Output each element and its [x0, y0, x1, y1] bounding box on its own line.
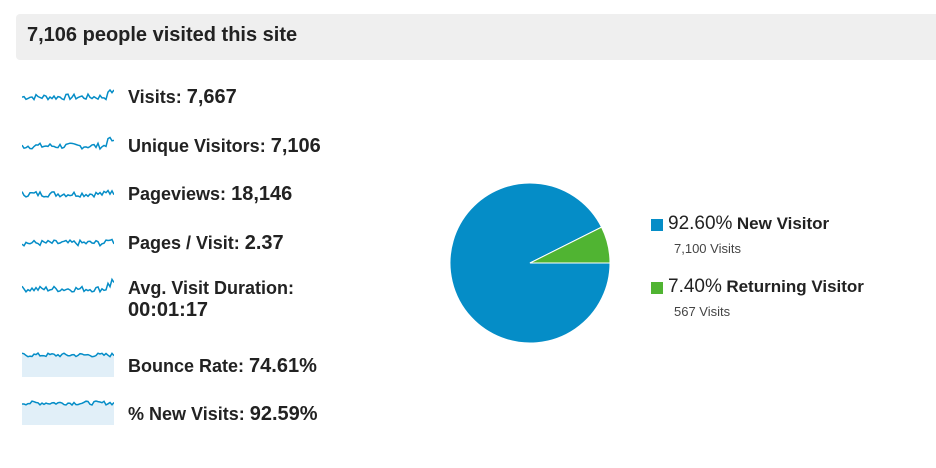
sparkline	[22, 88, 114, 101]
metric-label: Pages / Visit:	[128, 233, 240, 253]
legend-entry: 92.60% New Visitor	[668, 213, 829, 235]
metric-value: 7,106	[270, 135, 321, 157]
metric-value: 00:01:17	[128, 299, 209, 321]
metric-value: 2.37	[244, 232, 284, 254]
metric-label: Avg. Visit Duration:	[128, 278, 295, 298]
sparkline	[22, 352, 114, 377]
metric: % New Visits: 92.59%	[128, 403, 318, 426]
metric: Pageviews: 18,146	[128, 183, 292, 206]
legend-swatch	[651, 282, 663, 294]
metric-label: Bounce Rate:	[128, 356, 245, 376]
metric-label: Visits:	[128, 87, 182, 107]
metric: Avg. Visit Duration: 00:01:17	[128, 278, 294, 322]
sparkline	[22, 277, 114, 294]
sparkline	[22, 400, 114, 425]
legend-sublabel: 7,100 Visits	[674, 241, 741, 256]
legend-name: Returning Visitor	[726, 277, 864, 296]
sparkline	[22, 136, 114, 151]
sparkline-area	[22, 401, 114, 425]
legend-name: New Visitor	[736, 214, 830, 233]
metric-label: Pageviews:	[128, 184, 227, 204]
legend-percent: 92.60%	[668, 213, 733, 234]
metric-label: Unique Visitors:	[128, 136, 266, 156]
sparkline-line	[22, 238, 114, 247]
sparkline-line	[22, 352, 114, 358]
sparkline	[22, 189, 114, 199]
sparkline-line	[22, 400, 114, 407]
header-title: 7,106 people visited this site	[27, 24, 298, 46]
metric: Bounce Rate: 74.61%	[128, 355, 317, 378]
metric: Unique Visitors: 7,106	[128, 135, 321, 158]
sparkline-line	[22, 189, 114, 199]
metric-value: 7,667	[186, 86, 237, 108]
legend-entry: 7.40% Returning Visitor	[668, 276, 864, 298]
metric-value: 74.61%	[249, 355, 317, 377]
sparkline-line	[22, 277, 114, 294]
header-bar	[16, 14, 936, 60]
metric-value: 92.59%	[249, 403, 318, 425]
legend-percent: 7.40%	[668, 276, 722, 297]
sparkline-area	[22, 353, 114, 377]
legend-swatch	[651, 219, 663, 231]
legend-sublabel: 567 Visits	[674, 304, 731, 319]
sparkline	[22, 238, 114, 247]
metric-label: % New Visits:	[128, 404, 245, 424]
sparkline-line	[22, 136, 114, 151]
sparkline-line	[22, 88, 114, 101]
metric: Visits: 7,667	[128, 86, 237, 109]
pie-slice	[529, 226, 611, 264]
metric: Pages / Visit: 2.37	[128, 232, 284, 255]
metric-value: 18,146	[231, 183, 293, 205]
